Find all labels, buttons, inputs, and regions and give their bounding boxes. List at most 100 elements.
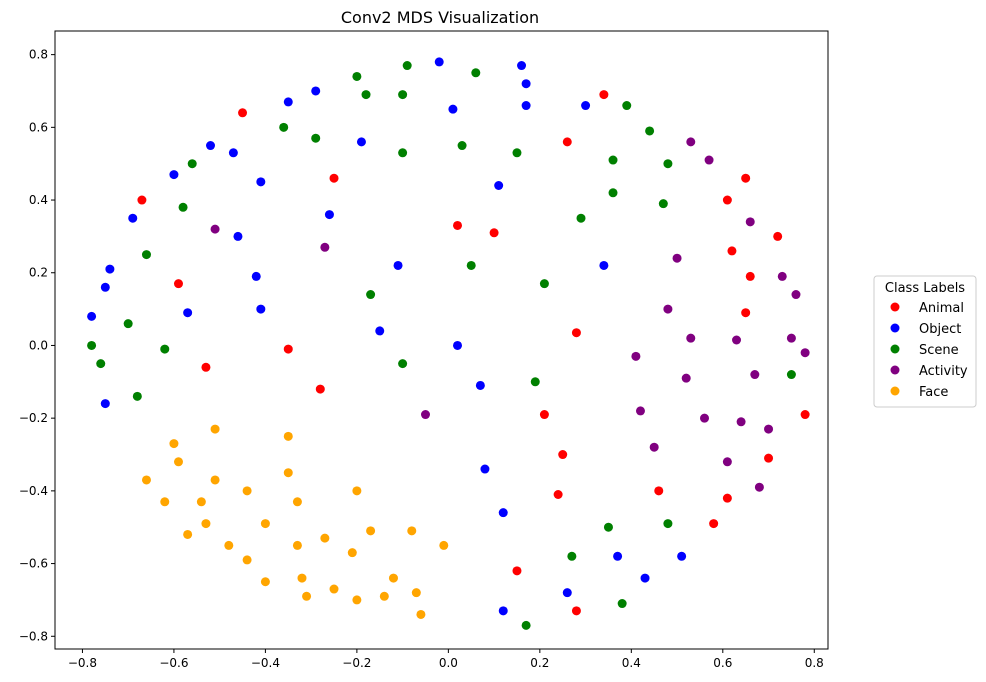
data-point [558,450,568,460]
data-point [352,486,362,496]
data-point [352,595,362,605]
legend-label: Scene [919,343,959,358]
series-animal [137,90,810,616]
data-point [411,588,421,598]
data-point [475,380,485,390]
data-point [764,424,774,434]
data-point [439,540,449,550]
data-point [709,519,719,529]
data-point [777,271,787,281]
data-point [658,199,668,209]
data-point [292,497,302,507]
y-tick-label: 0.4 [29,193,48,207]
data-point [160,497,170,507]
data-point [242,555,252,565]
data-point [608,188,618,198]
data-point [242,486,252,496]
series-activity [210,137,810,492]
x-tick-label: −0.2 [342,656,371,670]
legend-label: Object [919,322,961,337]
data-point [173,457,183,467]
data-point [416,609,426,619]
y-axis: −0.8 −0.6 −0.4 −0.2 0.0 0.2 0.4 0.6 0.8 [19,48,55,643]
data-point [553,490,563,499]
x-axis: −0.8 −0.6 −0.4 −0.2 0.0 0.2 0.4 0.6 0.8 [68,649,824,670]
data-point [457,141,467,151]
data-point [576,213,586,223]
data-point [567,551,577,561]
data-point [137,195,147,205]
data-point [302,591,312,601]
data-point [398,359,408,369]
data-point [210,224,220,234]
data-point [100,282,110,292]
data-point [521,620,531,630]
data-point [324,210,334,220]
data-point [530,377,540,387]
data-point [96,359,106,369]
data-point [329,173,339,183]
data-point [434,57,444,67]
data-point [402,61,412,71]
data-point [562,137,572,147]
data-point [562,588,572,598]
data-point [283,344,293,354]
data-point [603,522,613,532]
legend-label: Face [919,385,948,400]
data-point [732,335,742,345]
x-tick-label: −0.6 [159,656,188,670]
plot-area [54,30,829,650]
data-point [453,340,463,350]
data-point [571,328,581,338]
data-point [393,260,403,270]
series-face [141,424,449,619]
data-point [315,384,325,394]
y-tick-label: −0.6 [19,557,48,571]
y-tick-label: −0.2 [19,411,48,425]
data-point [631,351,641,361]
data-point [539,279,549,289]
data-point [297,573,307,583]
legend-box [873,275,977,408]
data-point [352,71,362,81]
y-tick-label: −0.8 [19,629,48,643]
data-point [581,101,591,111]
data-point [773,231,783,241]
data-point [311,86,321,96]
data-point [741,308,751,318]
data-point [420,410,430,420]
legend-marker [890,323,900,333]
x-tick-label: −0.8 [68,656,97,670]
y-tick-label: −0.4 [19,484,48,498]
data-point [745,217,755,227]
x-tick-label: 0.8 [805,656,824,670]
data-point [617,599,627,609]
data-point [791,290,801,300]
x-tick-label: 0.2 [530,656,549,670]
data-point [210,424,220,434]
data-point [686,333,696,343]
data-point [283,431,293,441]
data-point [87,311,97,321]
data-point [169,439,179,449]
legend: Class Labels Animal Object Scene Activity Fa… [873,275,977,408]
data-point [183,308,193,318]
data-point [613,551,623,561]
data-point [210,475,220,485]
data-point [599,260,609,270]
data-point [320,242,330,252]
data-point [681,373,691,383]
data-point [206,141,216,151]
data-point [704,155,714,165]
data-point [727,246,737,256]
data-point [375,326,385,336]
data-point [494,181,504,190]
data-point [160,344,170,354]
data-point [228,148,238,158]
data-point [654,486,664,496]
data-point [649,442,659,452]
data-point [256,177,266,187]
data-point [471,68,481,78]
data-point [233,231,243,241]
data-point [489,228,499,238]
